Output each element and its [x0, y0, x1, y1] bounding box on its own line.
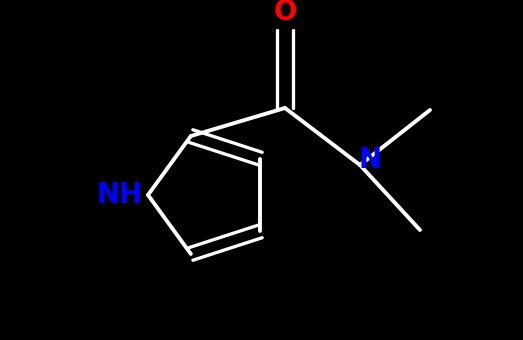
- Text: NH: NH: [97, 181, 143, 209]
- Text: N: N: [358, 146, 382, 174]
- Text: O: O: [273, 0, 297, 26]
